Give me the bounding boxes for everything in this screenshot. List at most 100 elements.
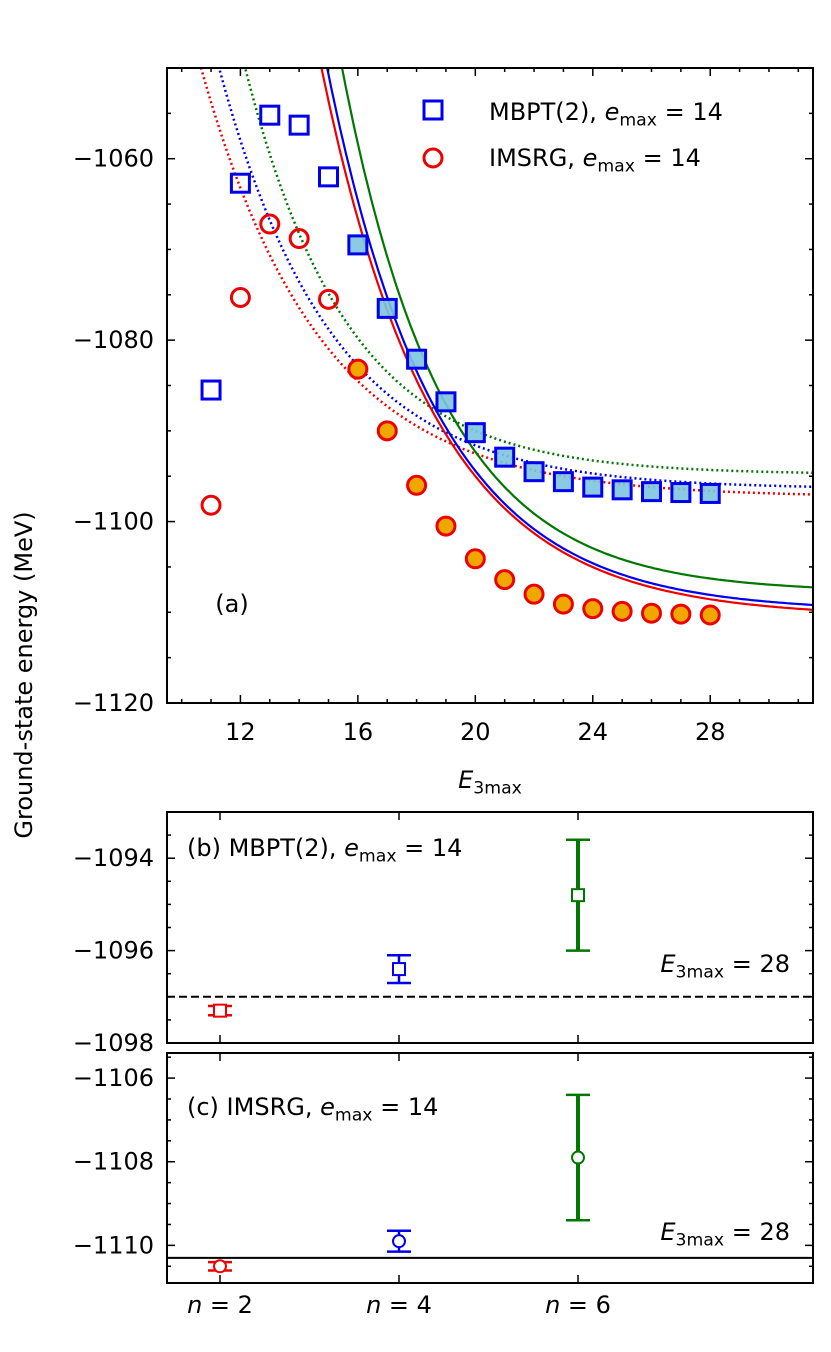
marker-square-0-17: [699, 482, 721, 504]
marker-square-0-8: [435, 391, 457, 413]
marker-square-0-11: [523, 461, 545, 483]
legend-label-mbpt-part-2: max: [619, 110, 657, 130]
marker-circle-1-0: [200, 494, 222, 516]
legend-label-mbpt-part-1: e: [605, 98, 620, 126]
x-tick-label-a: 16: [343, 718, 374, 746]
marker-circle-1-7: [406, 474, 428, 496]
marker-square-0-2: [259, 104, 281, 126]
annotation-b-part-1: 3max: [675, 962, 724, 982]
y-tick-label-b: −1094: [73, 844, 154, 872]
x-axis-label-a-part-0: E: [458, 766, 474, 794]
marker-circle-1-10: [494, 569, 516, 591]
legend-marker-circle: [422, 147, 444, 169]
marker-square-0-14: [611, 479, 633, 501]
panel-b: −1094 −1096 −1098 (b) MBPT(2), emax = 14 E3m…: [73, 811, 814, 1057]
legend-label-mbpt: MBPT(2), emax = 14: [489, 98, 723, 130]
point-circle-c-1: [392, 1234, 406, 1249]
panel-title-c-part-2: max: [335, 1105, 373, 1125]
x-tick-label-a: 12: [225, 718, 256, 746]
fit-curve-0: [199, 68, 813, 496]
legend-label-imsrg-part-1: e: [583, 144, 598, 172]
annotation-b: E3max = 28: [660, 950, 790, 982]
x-tick-label-a: 20: [460, 718, 491, 746]
y-tick-label-c: −1106: [73, 1064, 154, 1092]
panel-label-a: (a): [215, 590, 248, 618]
y-tick-label-a: −1120: [73, 689, 154, 717]
annotation-c-part-1: 3max: [675, 1230, 724, 1250]
panel-title-c-part-3: = 14: [373, 1093, 439, 1121]
panel-title-c: (c) IMSRG, emax = 14: [187, 1093, 438, 1125]
marker-circle-1-8: [435, 515, 457, 537]
legend-label-imsrg-part-2: max: [597, 156, 635, 176]
marker-circle-1-6: [376, 420, 398, 442]
marker-square-0-1: [229, 172, 251, 194]
marker-square-0-15: [641, 481, 662, 503]
marker-circle-1-2: [259, 213, 281, 235]
y-tick-label-a: −1060: [73, 145, 154, 173]
point-square-b-2: [571, 888, 585, 903]
marker-circle-1-3: [288, 228, 310, 250]
marker-circle-1-5: [347, 358, 369, 380]
panel-title-b-part-0: (b) MBPT(2),: [187, 834, 344, 862]
marker-square-0-10: [494, 446, 516, 468]
annotation-c-part-0: E: [660, 1218, 676, 1246]
x-tick-label-a: 28: [695, 718, 726, 746]
annotation-c: E3max = 28: [660, 1218, 790, 1250]
x-tick-label-c-0-part-0: n: [187, 1291, 202, 1319]
marker-square-0-16: [670, 482, 692, 504]
marker-square-0-3: [288, 114, 310, 136]
legend-label-mbpt-part-0: MBPT(2),: [489, 98, 605, 126]
panel-title-b-part-1: e: [344, 834, 359, 862]
x-axis-label-a: E3max: [458, 766, 522, 798]
panel-title-c-part-1: e: [320, 1093, 335, 1121]
legend-marker-square: [422, 99, 444, 121]
x-axis-label-a-part-1: 3max: [473, 778, 522, 798]
marker-square-0-4: [318, 166, 339, 188]
legend-label-imsrg-part-3: = 14: [635, 144, 701, 172]
y-tick-label-b: −1098: [73, 1029, 154, 1057]
x-tick-label-c-2-part-1: = 6: [560, 1291, 611, 1319]
legend-label-imsrg-part-0: IMSRG,: [489, 144, 583, 172]
marker-circle-1-1: [229, 287, 251, 309]
axes-frame-c: [166, 1052, 814, 1284]
marker-circle-1-16: [670, 603, 692, 625]
point-square-b-0: [213, 1003, 227, 1018]
point-square-b-1: [392, 962, 406, 977]
fit-curve-5: [340, 68, 813, 589]
marker-circle-1-15: [641, 602, 662, 624]
marker-circle-1-12: [552, 593, 574, 615]
x-tick-label-c-0-part-1: = 2: [202, 1291, 253, 1319]
fit-curve-2: [243, 68, 813, 475]
marker-circle-1-17: [699, 604, 721, 626]
fit-curve-3: [320, 68, 813, 611]
annotation-b-part-0: E: [660, 950, 676, 978]
x-tick-label-c-1-part-0: n: [366, 1291, 381, 1319]
x-tick-label-c-2-part-0: n: [545, 1291, 560, 1319]
annotation-c-part-2: = 28: [724, 1218, 790, 1246]
point-circle-c-2: [571, 1150, 585, 1165]
x-tick-label-c-1: n = 4: [366, 1291, 432, 1319]
y-tick-label-c: −1108: [73, 1148, 154, 1176]
x-tick-label-c-0: n = 2: [187, 1291, 253, 1319]
panel-a: 12 16 20 24 28 −1060 −1080 −1100 −1120 E3max (a) MB…: [73, 67, 814, 798]
panel-title-b-part-3: = 14: [397, 834, 463, 862]
legend-label-imsrg: IMSRG, emax = 14: [489, 144, 701, 176]
marker-circle-1-11: [523, 583, 545, 605]
marker-square-0-5: [347, 234, 369, 256]
marker-square-0-9: [464, 422, 486, 444]
marker-circle-1-4: [318, 288, 339, 310]
point-circle-c-0: [213, 1259, 227, 1274]
x-tick-label-c-1-part-1: = 4: [381, 1291, 432, 1319]
y-tick-label-a: −1100: [73, 508, 154, 536]
panel-title-b: (b) MBPT(2), emax = 14: [187, 834, 462, 866]
marker-square-0-12: [552, 471, 574, 493]
marker-square-0-6: [376, 297, 398, 319]
annotation-b-part-2: = 28: [724, 950, 790, 978]
panel-title-c-part-0: (c) IMSRG,: [187, 1093, 320, 1121]
marker-square-0-0: [200, 379, 222, 401]
y-tick-label-a: −1080: [73, 326, 154, 354]
legend-label-mbpt-part-3: = 14: [657, 98, 723, 126]
panel-title-b-part-2: max: [359, 846, 397, 866]
